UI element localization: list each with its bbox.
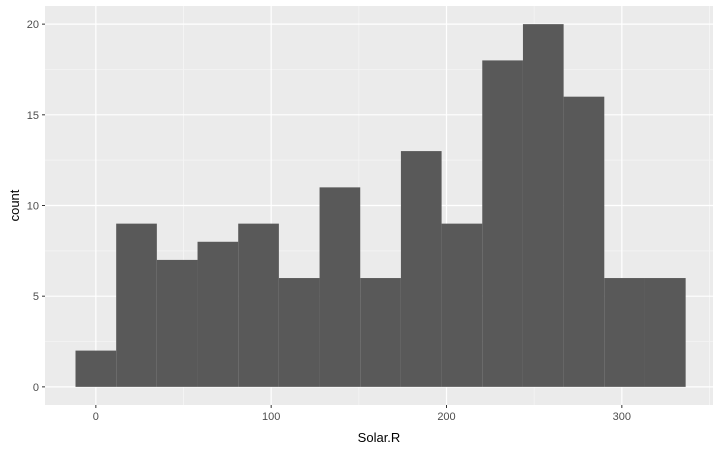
y-axis-ticks: 0 5 10 15 20 <box>27 19 45 394</box>
x-tick-label: 300 <box>613 411 631 423</box>
histogram-bar <box>238 223 279 387</box>
histogram-bar <box>604 278 645 387</box>
x-axis-title: Solar.R <box>358 430 401 445</box>
histogram-bar <box>278 278 320 387</box>
y-axis-title: count <box>7 189 22 221</box>
histogram-bar <box>319 187 361 387</box>
histogram-bar <box>116 223 157 387</box>
histogram-bar <box>360 278 401 387</box>
histogram-bar <box>197 241 239 387</box>
x-tick-label: 100 <box>262 411 280 423</box>
x-tick-label: 200 <box>437 411 455 423</box>
histogram-bar <box>156 259 198 387</box>
histogram-bar <box>482 60 523 387</box>
x-tick-label: 0 <box>93 411 99 423</box>
y-tick-label: 0 <box>33 382 39 394</box>
histogram-bar <box>563 96 605 387</box>
histogram-bars <box>75 24 686 387</box>
y-tick-label: 5 <box>33 291 39 303</box>
x-axis-ticks: 0 100 200 300 <box>93 405 631 423</box>
histogram-bar <box>400 151 442 387</box>
histogram-bar <box>522 24 564 387</box>
histogram-bar <box>75 350 117 387</box>
y-tick-label: 15 <box>27 110 39 122</box>
histogram-bar <box>441 223 483 387</box>
y-tick-label: 10 <box>27 201 39 213</box>
y-tick-label: 20 <box>27 19 39 31</box>
histogram-bar <box>644 278 686 387</box>
